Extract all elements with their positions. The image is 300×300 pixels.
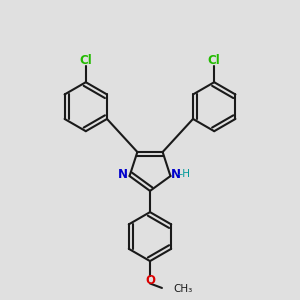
Text: –H: –H	[177, 169, 190, 179]
Text: N: N	[118, 168, 128, 181]
Text: O: O	[145, 274, 155, 287]
Text: CH₃: CH₃	[173, 284, 193, 294]
Text: Cl: Cl	[80, 54, 92, 67]
Text: Cl: Cl	[208, 54, 220, 67]
Text: N: N	[171, 168, 181, 181]
